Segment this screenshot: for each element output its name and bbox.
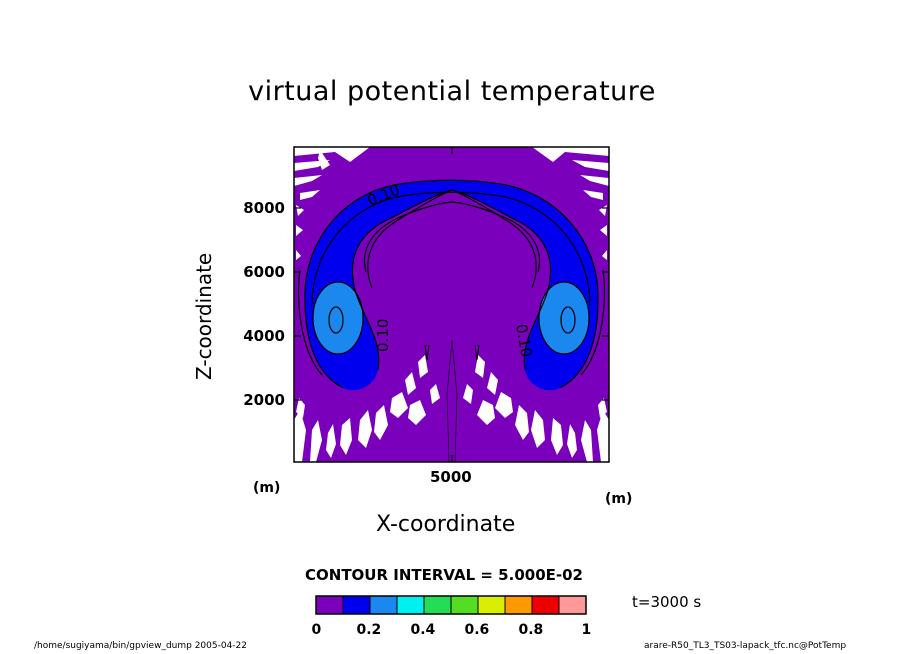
y-tick-8000: 8000 [243,199,285,217]
contour-fill-inner-core [367,190,537,340]
colorbar-tick-label: 0.4 [410,622,436,638]
y-tick-2000: 2000 [243,391,285,409]
colorbar-segment [531,595,560,615]
axis-ticks [294,147,609,462]
x-unit: (m) [605,491,633,507]
colorbar-segment [504,595,533,615]
colorbar-segment [477,595,506,615]
contour-label-left: 0.10 [374,319,392,352]
colorbar-tick-label: 0.8 [518,622,544,638]
contour-center-spike [446,339,458,462]
colorbar-segment [315,595,344,615]
colorbar-frame [315,595,587,615]
colorbar-tick-label: 1 [581,622,592,638]
colorbar-segment [558,595,587,615]
y-tick-4000: 4000 [243,327,285,345]
time-label: t=3000 s [632,593,702,611]
contour-fill-left-vortex [313,282,363,354]
colorbar-tick-label: 0 [311,622,322,638]
colorbar-tick-label: 0.6 [464,622,490,638]
colorbar-segment [342,595,371,615]
colorbar-tick-label: 0.2 [356,622,382,638]
footer-right: arare-R50_TL3_TS03-lapack_tfc.nc@PotTemp [644,641,847,651]
chart-title: virtual potential temperature [248,76,656,107]
contour-fill-band-0-1 [304,180,599,391]
contour-fill-right-vortex [539,282,589,354]
contour-label-right: 0.10 [512,323,536,359]
contour-lines [298,179,605,389]
colorbar [315,595,587,615]
footer-left: /home/sugiyama/bin/gpview_dump 2005-04-2… [34,641,248,651]
y-axis-label: Z-coordinate [192,252,216,380]
contour-fill-bottom-white [294,355,609,462]
y-tick-6000: 6000 [243,263,285,281]
x-axis-label: X-coordinate [376,512,516,537]
y-unit: (m) [253,480,281,496]
colorbar-segment [423,595,452,615]
x-tick-5000: 5000 [430,468,472,486]
colorbar-segment [396,595,425,615]
colorbar-segment [369,595,398,615]
contour-interval: CONTOUR INTERVAL = 5.000E-02 [305,566,583,584]
colorbar-segment [450,595,479,615]
